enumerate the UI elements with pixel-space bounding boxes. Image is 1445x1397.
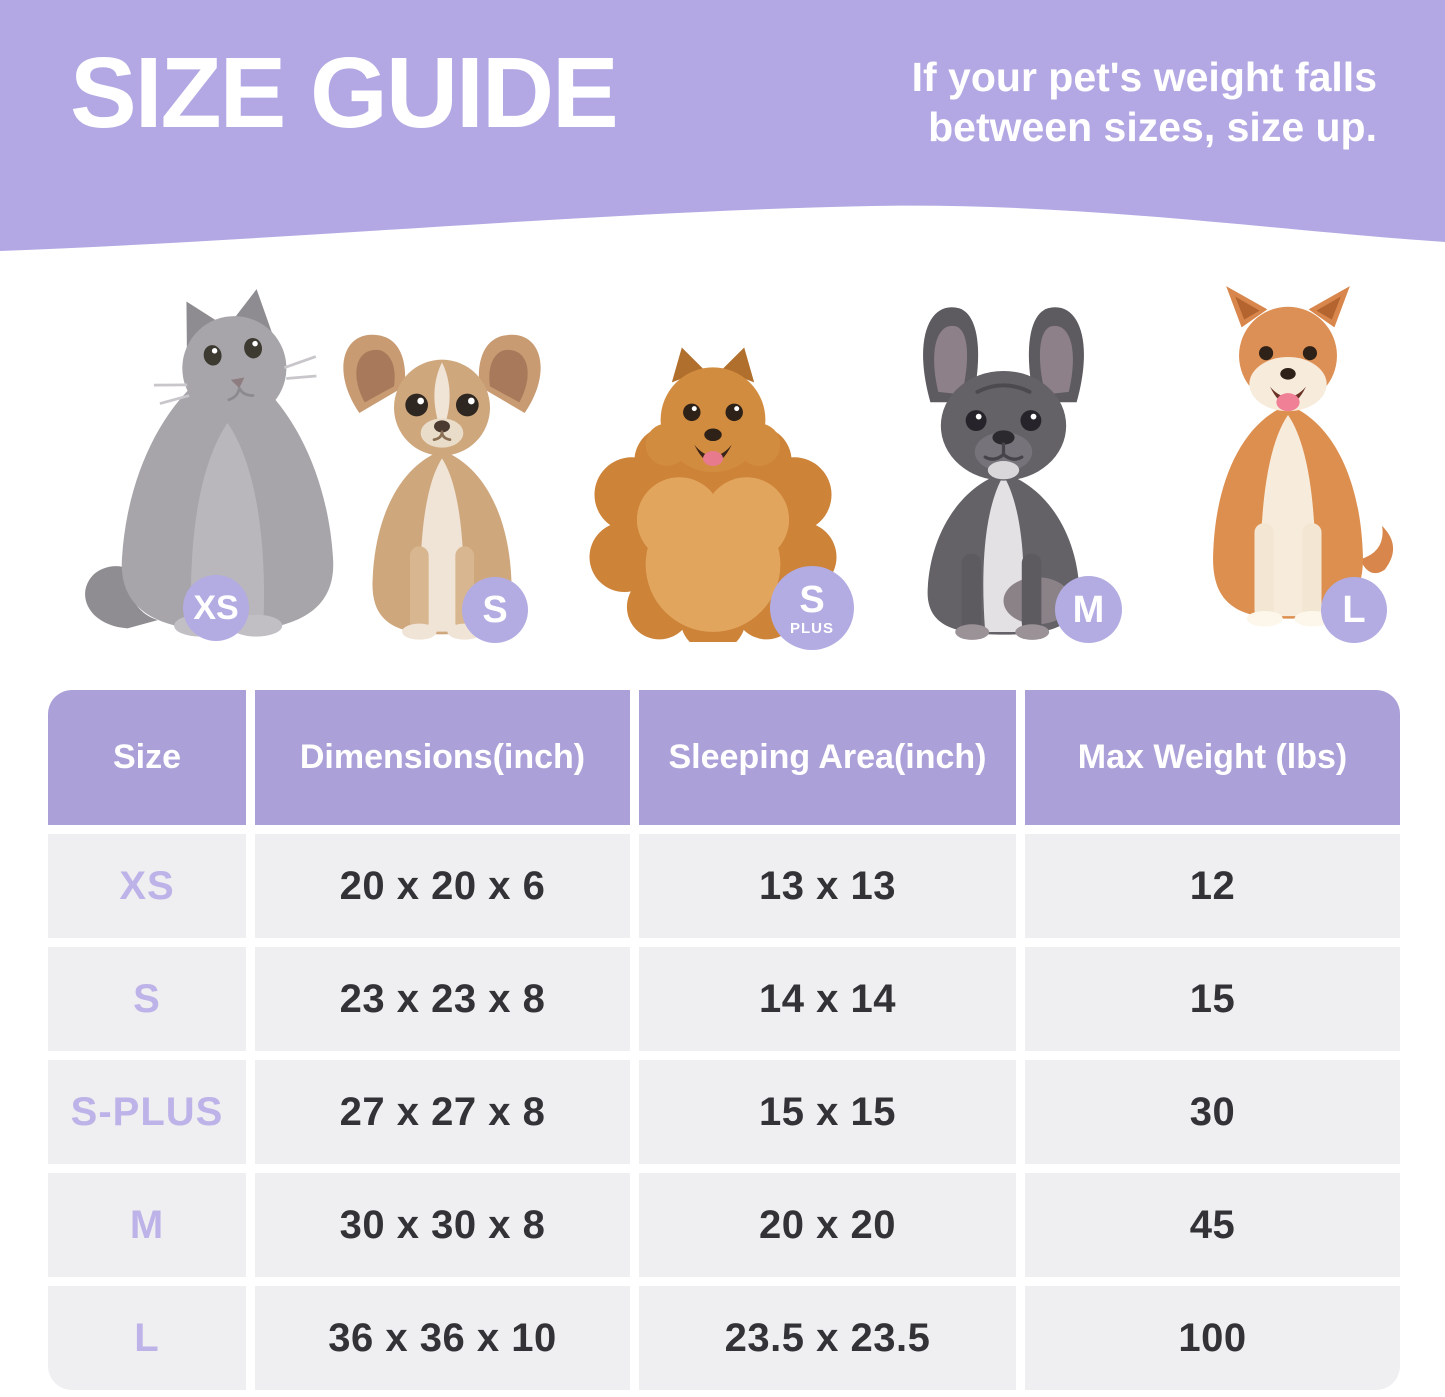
chihuahua-photo xyxy=(322,309,562,642)
table-size-label: L xyxy=(48,1286,246,1390)
header-banner xyxy=(0,0,1445,251)
size-table: Size Dimensions(inch) Sleeping Area(inch… xyxy=(48,690,1400,1390)
table-cell: 20 x 20 x 6 xyxy=(255,834,630,938)
badge-m: M xyxy=(1055,576,1122,643)
badge-s-plus: S PLUS xyxy=(770,566,854,650)
table-cell: 15 xyxy=(1025,947,1400,1051)
badge-s-label: S xyxy=(482,589,508,631)
pets-row: XS S S PLUS M L xyxy=(0,278,1445,650)
col-header-dimensions: Dimensions(inch) xyxy=(255,690,630,825)
table-cell: 27 x 27 x 8 xyxy=(255,1060,630,1164)
cat-photo xyxy=(70,286,385,642)
badge-s-plus-label: S xyxy=(799,578,825,621)
table-cell: 36 x 36 x 10 xyxy=(255,1286,630,1390)
col-header-max-weight: Max Weight (lbs) xyxy=(1025,690,1400,825)
badge-l: L xyxy=(1321,577,1387,643)
table-cell: 100 xyxy=(1025,1286,1400,1390)
french-bulldog-photo xyxy=(886,290,1121,643)
table-cell: 45 xyxy=(1025,1173,1400,1277)
table-cell: 12 xyxy=(1025,834,1400,938)
badge-s-plus-sublabel: PLUS xyxy=(789,619,834,637)
table-cell: 14 x 14 xyxy=(639,947,1016,1051)
table-cell: 20 x 20 xyxy=(639,1173,1016,1277)
table-cell: 30 x 30 x 8 xyxy=(255,1173,630,1277)
table-cell: 13 x 13 xyxy=(639,834,1016,938)
table-size-label: M xyxy=(48,1173,246,1277)
table-cell: 30 xyxy=(1025,1060,1400,1164)
badge-s: S xyxy=(462,577,528,643)
col-header-size: Size xyxy=(48,690,246,825)
badge-xs: XS xyxy=(183,575,249,641)
sizing-note-line2: between sizes, size up. xyxy=(928,104,1377,151)
table-size-label: XS xyxy=(48,834,246,938)
table-size-label: S xyxy=(48,947,246,1051)
table-cell: 23.5 x 23.5 xyxy=(639,1286,1016,1390)
col-header-sleeping-area: Sleeping Area(inch) xyxy=(639,690,1016,825)
table-cell: 23 x 23 x 8 xyxy=(255,947,630,1051)
pomeranian-photo xyxy=(582,330,844,642)
page-title: SIZE GUIDE xyxy=(70,37,619,149)
badge-xs-label: XS xyxy=(193,589,239,627)
table-cell: 15 x 15 xyxy=(639,1060,1016,1164)
table-size-label: S-PLUS xyxy=(48,1060,246,1164)
sizing-note-line1: If your pet's weight falls xyxy=(911,54,1377,100)
shiba-inu-photo xyxy=(1172,281,1404,642)
badge-m-label: M xyxy=(1072,588,1105,631)
sizing-note: If your pet's weight falls between sizes… xyxy=(912,52,1377,152)
badge-l-label: L xyxy=(1342,589,1366,631)
